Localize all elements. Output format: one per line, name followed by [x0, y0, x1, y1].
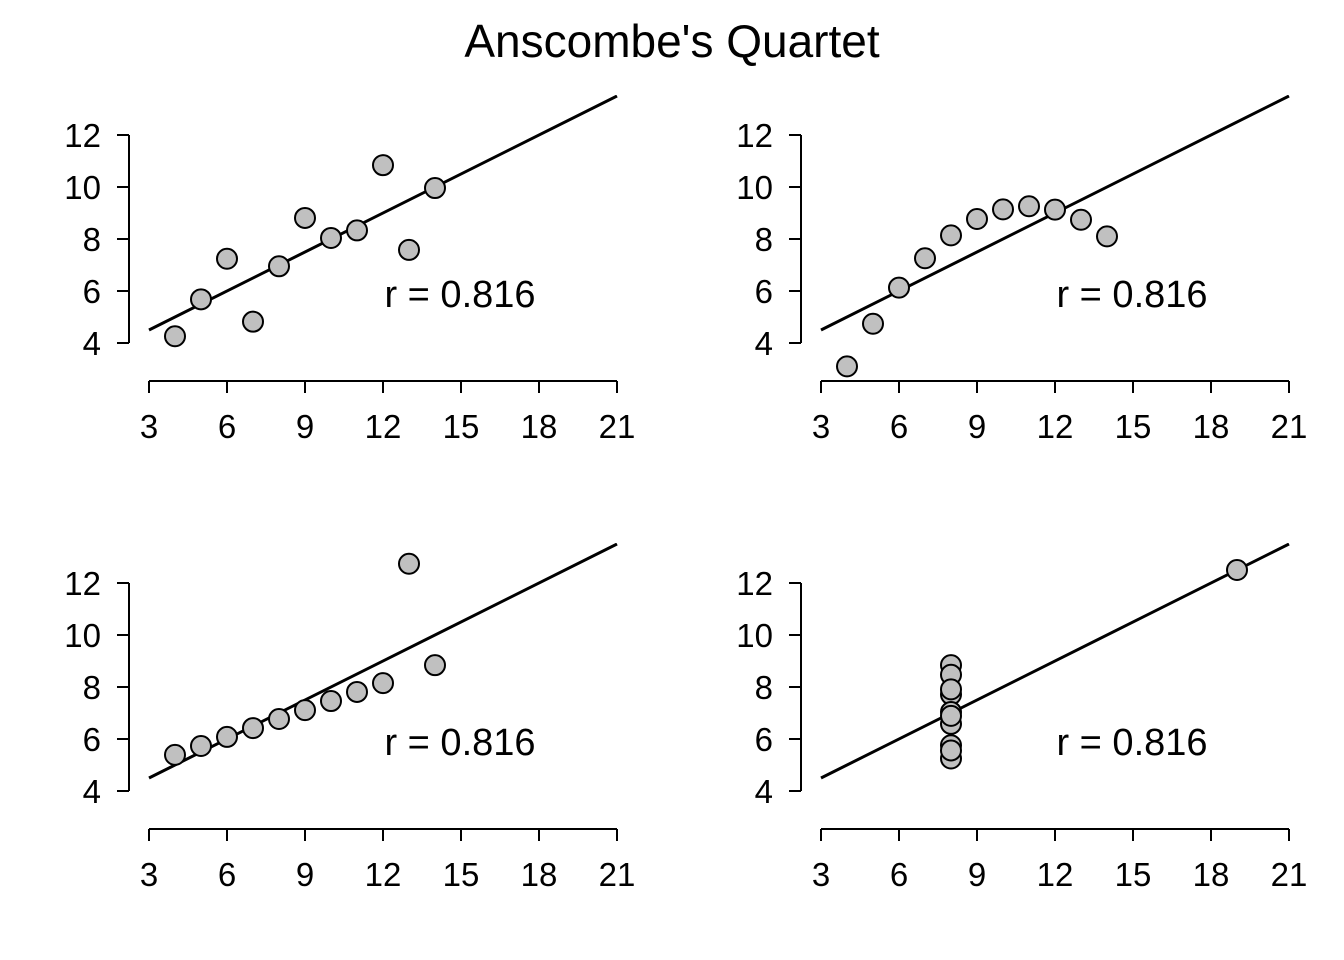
data-point [424, 177, 446, 200]
data-point [164, 743, 186, 766]
data-point [836, 355, 858, 378]
x-tick-label: 9 [296, 408, 314, 445]
scatter-panel-1: 3 6 9 12 15 18 21 4 6 8 10 12 r = 0.816 [64, 95, 636, 445]
x-tick-label: 9 [968, 408, 986, 445]
data-point [914, 247, 936, 270]
data-point [1018, 195, 1040, 218]
y-tick-label: 8 [755, 669, 773, 706]
data-point [294, 699, 316, 722]
x-tick-label: 12 [1037, 856, 1074, 893]
y-tick-label: 4 [83, 773, 101, 810]
x-tick-label: 15 [443, 408, 480, 445]
y-tick-label: 12 [64, 565, 101, 602]
data-point [164, 325, 186, 348]
y-tick-label: 8 [83, 669, 101, 706]
data-point [346, 680, 368, 703]
data-point [398, 552, 420, 575]
y-tick-label: 10 [736, 169, 773, 206]
data-point [940, 739, 962, 762]
data-point [372, 154, 394, 177]
data-point [940, 704, 962, 727]
data-point [268, 707, 290, 730]
data-point [346, 219, 368, 242]
data-point [966, 207, 988, 230]
y-tick-label: 6 [83, 273, 101, 310]
x-tick-label: 21 [599, 408, 636, 445]
x-tick-label: 15 [1115, 856, 1152, 893]
x-tick-label: 6 [218, 408, 236, 445]
scatter-panel-3: 3 6 9 12 15 18 21 4 6 8 10 12 r = 0.816 [64, 543, 636, 893]
regression-line [148, 95, 618, 332]
data-point [862, 312, 884, 335]
y-tick-label: 4 [755, 325, 773, 362]
chart-title: Anscombe's Quartet [464, 15, 880, 67]
y-tick-label: 12 [64, 117, 101, 154]
y-tick-label: 8 [83, 221, 101, 258]
data-point [888, 276, 910, 299]
data-point [992, 198, 1014, 221]
data-point [216, 247, 238, 270]
data-point [242, 717, 264, 740]
x-tick-label: 12 [365, 856, 402, 893]
y-tick-label: 10 [64, 169, 101, 206]
data-point [190, 288, 212, 311]
x-tick-label: 6 [890, 856, 908, 893]
x-tick-label: 18 [521, 408, 558, 445]
y-tick-label: 8 [755, 221, 773, 258]
regression-line [820, 543, 1290, 780]
scatter-panel-4: 3 6 9 12 15 18 21 4 6 8 10 12 r = 0.816 [736, 543, 1308, 893]
y-tick-label: 10 [736, 617, 773, 654]
y-tick-label: 6 [755, 273, 773, 310]
data-point [320, 690, 342, 713]
correlation-label: r = 0.816 [1056, 722, 1207, 764]
x-tick-label: 3 [812, 856, 830, 893]
y-tick-label: 6 [755, 721, 773, 758]
data-point [216, 725, 238, 748]
correlation-label: r = 0.816 [384, 722, 535, 764]
data-point [1070, 208, 1092, 231]
scatter-panel-2: 3 6 9 12 15 18 21 4 6 8 10 12 r = 0.816 [736, 95, 1308, 445]
data-point [190, 735, 212, 758]
x-tick-label: 3 [140, 408, 158, 445]
data-point [294, 206, 316, 229]
x-tick-label: 21 [599, 856, 636, 893]
x-tick-label: 9 [296, 856, 314, 893]
data-point [1044, 198, 1066, 221]
data-point [398, 238, 420, 261]
x-tick-label: 18 [1193, 856, 1230, 893]
y-tick-label: 12 [736, 117, 773, 154]
x-tick-label: 15 [1115, 408, 1152, 445]
x-tick-label: 15 [443, 856, 480, 893]
data-point [372, 672, 394, 695]
data-point [1226, 559, 1248, 581]
data-point [320, 226, 342, 249]
x-tick-label: 12 [365, 408, 402, 445]
x-tick-label: 21 [1271, 856, 1308, 893]
x-tick-label: 3 [140, 856, 158, 893]
correlation-label: r = 0.816 [1056, 274, 1207, 316]
y-tick-label: 4 [755, 773, 773, 810]
y-tick-label: 6 [83, 721, 101, 758]
y-tick-label: 12 [736, 565, 773, 602]
x-tick-label: 9 [968, 856, 986, 893]
data-point [268, 255, 290, 278]
y-tick-label: 4 [83, 325, 101, 362]
x-tick-label: 6 [218, 856, 236, 893]
data-point [1096, 225, 1118, 248]
x-tick-label: 18 [521, 856, 558, 893]
data-point [940, 678, 962, 701]
correlation-label: r = 0.816 [384, 274, 535, 316]
data-point [242, 310, 264, 333]
data-point [424, 654, 446, 677]
x-tick-label: 21 [1271, 408, 1308, 445]
y-tick-label: 10 [64, 617, 101, 654]
x-tick-label: 3 [812, 408, 830, 445]
data-point [940, 224, 962, 247]
x-tick-label: 12 [1037, 408, 1074, 445]
x-tick-label: 6 [890, 408, 908, 445]
x-tick-label: 18 [1193, 408, 1230, 445]
